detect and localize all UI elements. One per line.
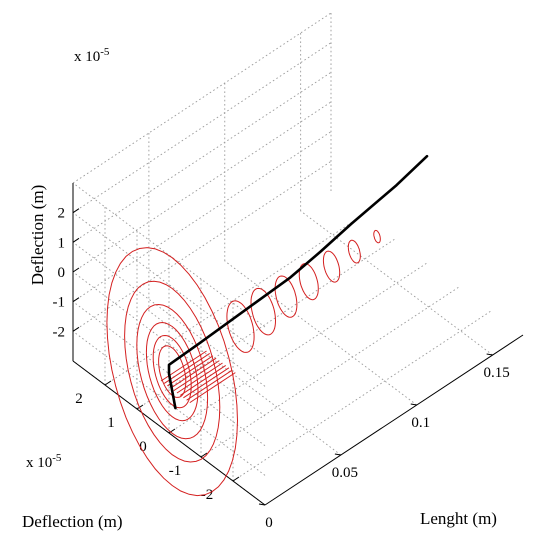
whirl-orbit: [152, 334, 192, 409]
x-axis-line: [264, 334, 524, 506]
hatch-line: [176, 362, 223, 394]
labels-layer: x 10-5 x 10-5 Deflection (m) Deflection …: [22, 46, 497, 531]
gridline: [72, 42, 332, 214]
z-tick-mark: [72, 267, 80, 273]
whirl-orbit: [322, 250, 341, 283]
hatch-line: [179, 364, 227, 396]
x-axis-label: Lenght (m): [420, 509, 497, 528]
y-tick-mark: [168, 428, 176, 434]
y-tick-label: 2: [75, 391, 83, 407]
z-tick-label: 2: [58, 206, 66, 222]
y-tick-mark: [200, 452, 208, 458]
whirl-orbit: [250, 287, 277, 336]
whirl-orbit: [226, 300, 255, 353]
x-tick-label: 0.1: [411, 415, 430, 431]
gridline: [300, 210, 493, 356]
gridline: [200, 286, 460, 458]
axes-box: 0 0.05 0.1 0.15 -2 -1 0 1 2 -2 -1 0 1 2: [53, 183, 524, 531]
shaft-centerline: [167, 154, 429, 410]
hatch-line: [186, 369, 233, 401]
whirl-orbit: [124, 280, 221, 463]
y-tick-mark: [104, 380, 112, 386]
y-axis-label: Deflection (m): [22, 512, 123, 531]
hatch-line: [163, 352, 211, 384]
gridline: [232, 310, 492, 482]
z-tick-label: 0: [58, 265, 66, 281]
gridline: [104, 214, 364, 386]
grid-lines: [72, 12, 493, 506]
z-tick-mark: [72, 237, 80, 243]
box-edge: [72, 12, 332, 184]
z-axis-label: Deflection (m): [28, 185, 47, 286]
gridline: [136, 238, 396, 410]
x-tick-mark: [410, 403, 417, 406]
whirl-orbit: [145, 321, 199, 422]
x-tick-mark: [486, 353, 493, 356]
gridline: [72, 131, 332, 303]
z-tick-mark: [72, 297, 80, 303]
whirl-orbit: [347, 239, 361, 264]
z-tick-mark: [72, 208, 80, 214]
gridline: [168, 262, 428, 434]
whirl-orbit: [274, 275, 298, 318]
whirl-orbit: [373, 229, 381, 244]
whirl-orbit: [158, 345, 187, 398]
y-tick-label: 0: [139, 439, 147, 455]
gridline: [72, 71, 332, 243]
hatch-line: [173, 360, 220, 392]
x-tick-mark: [258, 503, 266, 506]
x-tick-label: 0.05: [332, 465, 358, 481]
y-tick-mark: [136, 404, 144, 410]
hatch-line: [167, 355, 214, 387]
y-tick-label: -2: [201, 487, 214, 503]
z-multiplier-label: x 10-5: [74, 46, 110, 65]
z-tick-label: -2: [53, 324, 66, 340]
y-tick-mark: [232, 476, 240, 482]
z-tick-mark: [72, 326, 80, 332]
hatch-line: [183, 367, 230, 399]
x-tick-label: 0: [265, 515, 273, 531]
whirl-orbit: [298, 262, 319, 301]
y-tick-label: -1: [169, 463, 182, 479]
whirl-orbit: [136, 303, 209, 440]
series-layer: [106, 154, 429, 497]
hatch-line: [189, 372, 236, 404]
y-multiplier-label: x 10-5: [26, 452, 62, 471]
z-tick-label: 1: [58, 235, 66, 251]
whirl-orbit: [106, 247, 239, 497]
y-tick-label: 1: [107, 415, 115, 431]
gridline: [72, 160, 332, 332]
x-tick-label: 0.15: [484, 365, 510, 381]
z-tick-label: -1: [53, 295, 66, 311]
gridline: [72, 101, 332, 273]
x-tick-mark: [334, 453, 341, 456]
hatch-line: [170, 357, 217, 389]
